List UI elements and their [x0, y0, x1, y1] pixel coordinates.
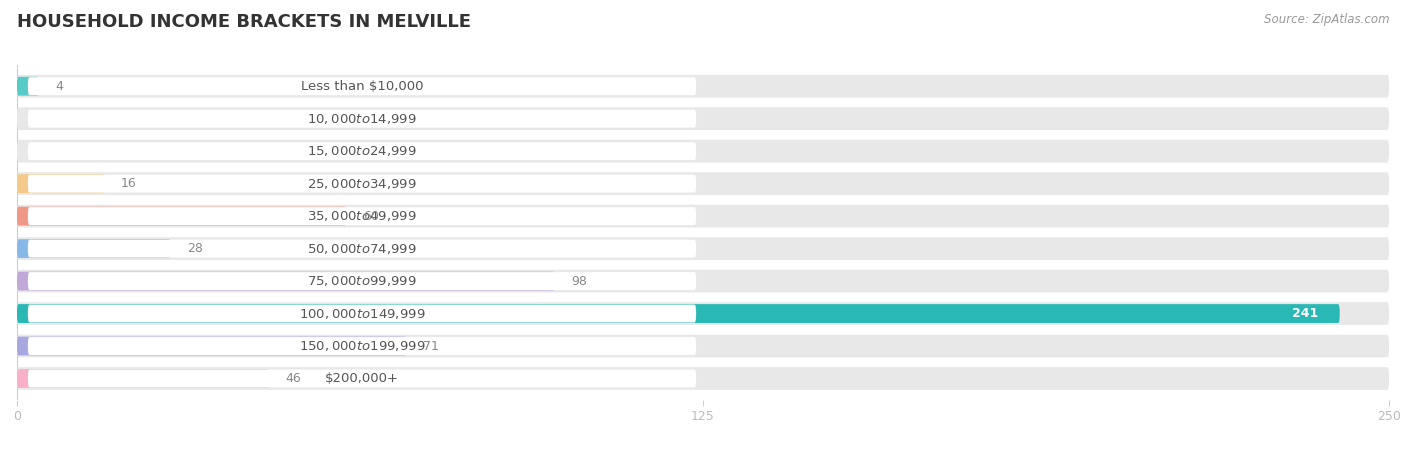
- Text: $150,000 to $199,999: $150,000 to $199,999: [298, 339, 425, 353]
- Text: Source: ZipAtlas.com: Source: ZipAtlas.com: [1264, 13, 1389, 26]
- FancyBboxPatch shape: [17, 335, 1389, 357]
- FancyBboxPatch shape: [17, 75, 1389, 97]
- FancyBboxPatch shape: [17, 107, 1389, 130]
- Text: Less than $10,000: Less than $10,000: [301, 80, 423, 92]
- FancyBboxPatch shape: [17, 367, 1389, 390]
- FancyBboxPatch shape: [17, 205, 1389, 228]
- FancyBboxPatch shape: [28, 110, 696, 128]
- Text: $35,000 to $49,999: $35,000 to $49,999: [307, 209, 416, 223]
- Text: $25,000 to $34,999: $25,000 to $34,999: [307, 176, 416, 191]
- FancyBboxPatch shape: [17, 302, 1389, 325]
- FancyBboxPatch shape: [28, 142, 696, 160]
- FancyBboxPatch shape: [28, 207, 696, 225]
- Text: 46: 46: [285, 372, 301, 385]
- Text: $15,000 to $24,999: $15,000 to $24,999: [307, 144, 416, 158]
- FancyBboxPatch shape: [28, 370, 696, 387]
- Text: HOUSEHOLD INCOME BRACKETS IN MELVILLE: HOUSEHOLD INCOME BRACKETS IN MELVILLE: [17, 13, 471, 31]
- FancyBboxPatch shape: [17, 207, 346, 225]
- FancyBboxPatch shape: [28, 175, 696, 193]
- FancyBboxPatch shape: [28, 240, 696, 258]
- Text: $50,000 to $74,999: $50,000 to $74,999: [307, 242, 416, 255]
- Text: 16: 16: [121, 177, 136, 190]
- FancyBboxPatch shape: [17, 77, 39, 96]
- Text: 60: 60: [363, 210, 378, 223]
- Text: 241: 241: [1292, 307, 1317, 320]
- FancyBboxPatch shape: [17, 140, 1389, 163]
- Text: $100,000 to $149,999: $100,000 to $149,999: [298, 307, 425, 321]
- FancyBboxPatch shape: [17, 172, 1389, 195]
- FancyBboxPatch shape: [28, 77, 696, 95]
- FancyBboxPatch shape: [17, 237, 1389, 260]
- Text: 4: 4: [55, 80, 63, 92]
- FancyBboxPatch shape: [17, 174, 104, 193]
- FancyBboxPatch shape: [28, 304, 696, 322]
- FancyBboxPatch shape: [28, 337, 696, 355]
- FancyBboxPatch shape: [17, 272, 555, 291]
- Text: $10,000 to $14,999: $10,000 to $14,999: [307, 112, 416, 126]
- Text: $200,000+: $200,000+: [325, 372, 399, 385]
- FancyBboxPatch shape: [17, 369, 270, 388]
- FancyBboxPatch shape: [17, 337, 406, 356]
- Text: $75,000 to $99,999: $75,000 to $99,999: [307, 274, 416, 288]
- Text: 71: 71: [423, 339, 439, 352]
- Text: 28: 28: [187, 242, 202, 255]
- Text: 98: 98: [571, 275, 588, 287]
- FancyBboxPatch shape: [28, 272, 696, 290]
- FancyBboxPatch shape: [17, 304, 1340, 323]
- FancyBboxPatch shape: [17, 239, 170, 258]
- FancyBboxPatch shape: [17, 270, 1389, 292]
